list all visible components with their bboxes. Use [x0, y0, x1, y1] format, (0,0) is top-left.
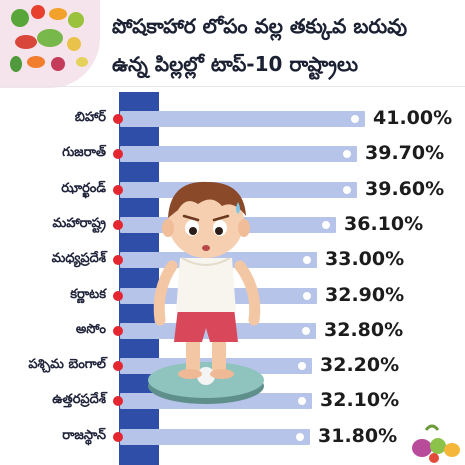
category-marker — [113, 326, 123, 336]
category-marker — [113, 361, 123, 371]
category-marker — [113, 220, 123, 230]
value-label-9: 31.80% — [318, 425, 398, 447]
category-label-0: బిహార్ — [74, 110, 106, 125]
vegetables-icon — [10, 5, 88, 72]
category-label-3: మహారాష్ట్ర — [52, 216, 107, 231]
boy-on-scale-illustration — [148, 181, 264, 404]
category-label-8: ఉత్తరప్రదేశ్ — [52, 392, 106, 407]
value-label-5: 32.90% — [325, 284, 405, 306]
bar-end-marker — [298, 397, 306, 405]
category-label-7: పశ్చిమ బెంగాల్ — [28, 357, 106, 372]
category-label-9: రాజస్థాన్ — [62, 428, 106, 443]
bar-end-marker — [303, 256, 311, 264]
value-label-7: 32.20% — [320, 354, 400, 376]
bar-end-marker — [322, 221, 330, 229]
category-marker — [113, 114, 123, 124]
category-label-6: అసోం — [75, 322, 106, 337]
category-marker — [113, 149, 123, 159]
value-label-1: 39.70% — [365, 142, 445, 164]
header-divider — [0, 86, 465, 87]
value-label-8: 32.10% — [320, 389, 400, 411]
category-label-1: గుజరాత్ — [62, 145, 106, 160]
bar-1 — [120, 146, 357, 162]
category-marker — [113, 185, 123, 195]
value-label-3: 36.10% — [344, 213, 424, 235]
bar-end-marker — [296, 433, 304, 441]
category-marker — [113, 291, 123, 301]
category-label-4: మధ్యప్రదేశ్ — [51, 251, 106, 266]
bar-end-marker — [351, 115, 359, 123]
bar-end-marker — [303, 292, 311, 300]
bar-end-marker — [298, 362, 306, 370]
category-marker — [113, 255, 123, 265]
bar-end-marker — [343, 150, 351, 158]
category-label-2: ఝార్ఖండ్ — [61, 181, 106, 196]
title-line-2: ఉన్న పిల్లల్లో టాప్-10 రాష్ట్రాలు — [112, 52, 359, 76]
value-label-0: 41.00% — [373, 107, 453, 129]
bar-9 — [120, 429, 310, 445]
bar-end-marker — [302, 327, 310, 335]
value-label-4: 33.00% — [325, 248, 405, 270]
fruits-icon — [404, 416, 464, 465]
header: పోషకాహార లోపం వల్ల తక్కువ బరువు ఉన్న పిల… — [0, 0, 465, 92]
category-marker — [113, 396, 123, 406]
category-label-5: కర్ణాటక — [70, 287, 106, 302]
value-label-6: 32.80% — [324, 319, 404, 341]
value-label-2: 39.60% — [365, 178, 445, 200]
bar-end-marker — [343, 186, 351, 194]
food-logo — [0, 0, 100, 88]
category-marker — [113, 432, 123, 442]
bar-0 — [120, 111, 365, 127]
title-line-1: పోషకాహార లోపం వల్ల తక్కువ బరువు — [112, 14, 408, 38]
